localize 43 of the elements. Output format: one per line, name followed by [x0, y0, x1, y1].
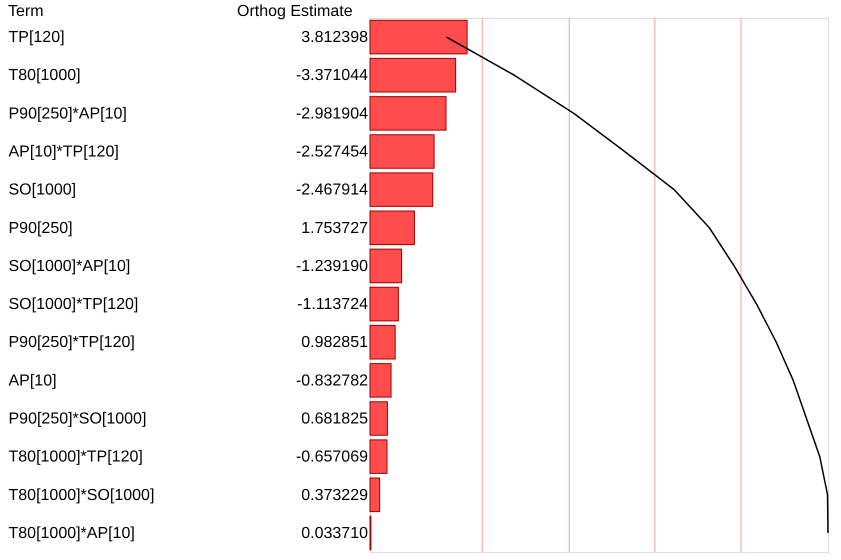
- text: -3.371044: [296, 67, 368, 84]
- bar: [370, 58, 456, 92]
- text: 3.812398: [301, 29, 368, 46]
- text: -1.113724: [297, 296, 368, 314]
- text: -2.527454: [296, 144, 368, 160]
- bar: [370, 286, 399, 322]
- y-tick-label: P90[250]*AP[10]: [8, 105, 127, 122]
- y-tick-label: T80[1000]*TP[120]: [8, 448, 143, 466]
- y-tick-label: SO[1000]*TP[120]: [8, 296, 138, 314]
- y-tick-label: T80[1000]*AP[10]: [8, 524, 135, 542]
- y-tick-label: P90[250]*SO[1000]: [8, 410, 146, 428]
- text: -2.467914: [296, 182, 368, 199]
- y-tick-label: SO[1000]: [8, 182, 76, 199]
- bar: [370, 439, 388, 474]
- y-axis-title: Term: [8, 3, 44, 20]
- y-tick-label: T80[1000]: [8, 67, 81, 84]
- bar: [370, 363, 392, 398]
- text: 0.982851: [301, 334, 368, 352]
- text: 0.373229: [301, 486, 368, 504]
- bar: [370, 96, 447, 131]
- text: 0.033710: [301, 524, 368, 542]
- bar: [370, 172, 434, 207]
- text: -1.239190: [296, 258, 368, 275]
- y-tick-label: T80[1000]*SO[1000]: [8, 486, 154, 504]
- bar: [370, 324, 396, 360]
- y-tick-label: AP[10]*TP[120]: [8, 144, 119, 160]
- text: 1.753727: [301, 220, 368, 237]
- text: 0.681825: [301, 410, 368, 428]
- y-tick-label: AP[10]: [8, 372, 57, 390]
- bar: [370, 134, 435, 169]
- bar: [370, 401, 388, 436]
- bar: [370, 20, 468, 54]
- y-tick-label: TP[120]: [8, 29, 65, 46]
- y-tick-label: P90[250]: [8, 220, 73, 237]
- text: -2.981904: [296, 105, 368, 122]
- bar: [370, 478, 380, 512]
- bar: [370, 210, 415, 246]
- bar: [370, 248, 402, 284]
- text: -0.832782: [296, 372, 368, 390]
- text: Orthog Estimate: [237, 3, 353, 20]
- y-tick-label: SO[1000]*AP[10]: [8, 258, 130, 275]
- y-tick-label: P90[250]*TP[120]: [8, 334, 135, 352]
- text: -0.657069: [296, 448, 368, 466]
